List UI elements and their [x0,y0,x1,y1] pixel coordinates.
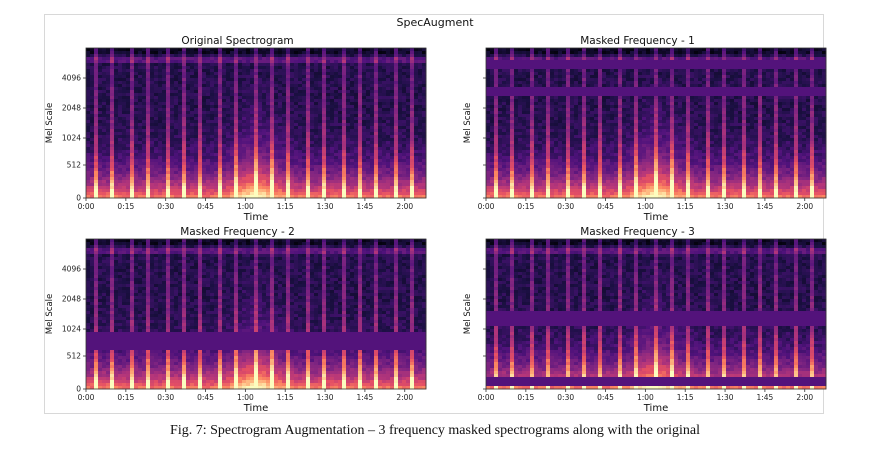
panel-title: Masked Frequency - 2 [180,226,295,238]
x-axis-label: Time [243,212,268,223]
y-axis-label: Mel Scale [463,103,473,144]
x-tick-label: 0:30 [557,393,574,402]
spectrogram-plot: 0:00 0:15 0:30 0:45 1:00 1:15 1:30 1:45 2:00 0 512… [45,47,427,223]
x-tick-label: 1:00 [237,202,254,211]
x-tick-label: 0:00 [78,202,95,211]
axes-frame [485,238,827,390]
x-axis-label: Time [643,212,668,223]
y-axis-label: Mel Scale [463,294,473,335]
spectrogram-panel-masked-2: Masked Frequency - 2 0:00 0:15 0:30 0:45 1:0… [40,226,435,414]
x-tick-label: 1:45 [756,202,773,211]
y-tick-label: 0 [76,194,81,203]
panel-title: Masked Frequency - 1 [580,35,695,47]
x-tick-label: 0:45 [197,202,214,211]
axes-frame [485,47,827,199]
y-tick-label: 2048 [62,104,81,113]
x-tick-label: 0:15 [517,202,534,211]
spectrogram-panel-original: Original Spectrogram 0:00 0:15 0:30 0:45 1:0… [40,35,435,223]
x-tick-label: 1:45 [356,202,373,211]
x-tick-label: 1:30 [317,202,334,211]
x-tick-label: 0:00 [78,393,95,402]
figure-suptitle: SpecAugment [396,16,474,29]
y-tick-label: 4096 [62,74,81,83]
axes-frame [85,47,427,199]
x-tick-label: 2:00 [396,393,413,402]
axes-frame [85,238,427,390]
x-tick-label: 0:45 [597,202,614,211]
x-tick-label: 0:30 [557,202,574,211]
x-tick-label: 0:15 [117,393,134,402]
x-tick-label: 0:30 [157,202,174,211]
y-tick-label: 4096 [62,265,81,274]
spectrogram-panel-masked-3: Masked Frequency - 3 0:00 0:15 0:30 0:45 1:0… [440,226,835,414]
spectrogram-panel-masked-1: Masked Frequency - 1 0:00 0:15 0:30 0:45 1:0… [440,35,835,223]
x-tick-label: 0:00 [478,202,495,211]
x-tick-label: 2:00 [796,393,813,402]
x-tick-label: 2:00 [796,202,813,211]
heatmap-cells [86,48,427,199]
x-tick-label: 0:45 [197,393,214,402]
y-tick-label: 512 [67,352,82,361]
x-tick-label: 2:00 [396,202,413,211]
x-axis-label: Time [243,403,268,414]
y-tick-label: 1024 [62,134,81,143]
x-tick-label: 1:15 [677,393,694,402]
x-tick-label: 0:30 [157,393,174,402]
heatmap-cells [86,239,427,390]
x-axis-label: Time [643,403,668,414]
x-tick-label: 1:00 [237,393,254,402]
x-tick-label: 1:15 [277,393,294,402]
x-tick-label: 1:15 [277,202,294,211]
x-tick-label: 1:15 [677,202,694,211]
x-tick-label: 0:45 [597,393,614,402]
y-tick-label: 512 [67,161,82,170]
y-axis-label: Mel Scale [45,103,55,144]
spectrogram-plot: 0:00 0:15 0:30 0:45 1:00 1:15 1:30 1:45 2:00 Time… [463,47,827,223]
x-tick-label: 1:00 [637,202,654,211]
x-tick-label: 0:00 [478,393,495,402]
heatmap-cells [486,48,827,199]
panel-title: Original Spectrogram [181,35,294,47]
x-tick-label: 1:30 [717,202,734,211]
spectrogram-plot: 0:00 0:15 0:30 0:45 1:00 1:15 1:30 1:45 2:00 Time… [463,238,827,414]
x-tick-label: 1:30 [317,393,334,402]
heatmap-cells [486,239,827,390]
x-tick-label: 0:15 [117,202,134,211]
y-axis-label: Mel Scale [45,294,55,335]
x-tick-label: 1:30 [717,393,734,402]
x-tick-label: 1:00 [637,393,654,402]
x-tick-label: 0:15 [517,393,534,402]
x-tick-label: 1:45 [756,393,773,402]
x-tick-label: 1:45 [356,393,373,402]
y-tick-label: 0 [76,385,81,394]
panel-title: Masked Frequency - 3 [580,226,695,238]
y-tick-label: 2048 [62,295,81,304]
spectrogram-plot: 0:00 0:15 0:30 0:45 1:00 1:15 1:30 1:45 2:00 0 512… [45,238,427,414]
figure-caption: Fig. 7: Spectrogram Augmentation – 3 fre… [170,423,700,438]
y-tick-label: 1024 [62,325,81,334]
